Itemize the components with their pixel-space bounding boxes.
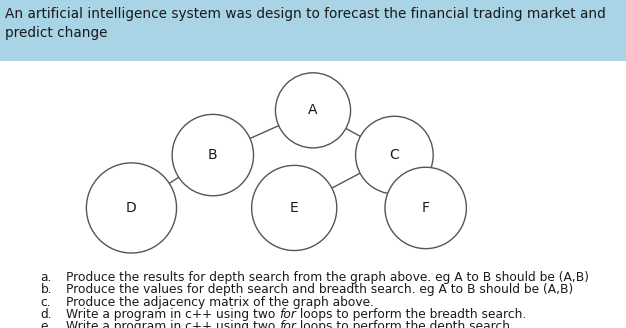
Ellipse shape xyxy=(275,73,351,148)
Text: d.: d. xyxy=(41,308,53,321)
Text: a.: a. xyxy=(41,271,52,284)
Text: Produce the adjacency matrix of the graph above.: Produce the adjacency matrix of the grap… xyxy=(66,296,374,309)
Text: loops to perform the breadth search.: loops to perform the breadth search. xyxy=(296,308,526,321)
Text: predict change: predict change xyxy=(5,26,108,40)
Text: C: C xyxy=(389,148,399,162)
Text: Write a program in c++ using two: Write a program in c++ using two xyxy=(66,320,279,328)
Ellipse shape xyxy=(86,163,177,253)
Ellipse shape xyxy=(385,167,466,249)
Ellipse shape xyxy=(356,116,433,194)
Text: F: F xyxy=(422,201,429,215)
Text: c.: c. xyxy=(41,296,51,309)
Ellipse shape xyxy=(252,165,337,251)
Text: Write a program in c++ using two: Write a program in c++ using two xyxy=(66,308,279,321)
Text: D: D xyxy=(126,201,137,215)
FancyBboxPatch shape xyxy=(0,0,626,61)
Text: for: for xyxy=(279,308,296,321)
Text: A: A xyxy=(308,103,318,117)
Text: e.: e. xyxy=(41,320,52,328)
Ellipse shape xyxy=(172,114,254,196)
Text: Produce the values for depth search and breadth search. eg A to B should be (A,B: Produce the values for depth search and … xyxy=(66,283,573,296)
Text: for: for xyxy=(279,320,296,328)
Text: Produce the results for depth search from the graph above. eg A to B should be (: Produce the results for depth search fro… xyxy=(66,271,588,284)
Text: An artificial intelligence system was design to forecast the financial trading m: An artificial intelligence system was de… xyxy=(5,7,606,21)
Text: E: E xyxy=(290,201,299,215)
Text: loops to perform the depth search.: loops to perform the depth search. xyxy=(296,320,514,328)
Text: b.: b. xyxy=(41,283,53,296)
Text: B: B xyxy=(208,148,218,162)
